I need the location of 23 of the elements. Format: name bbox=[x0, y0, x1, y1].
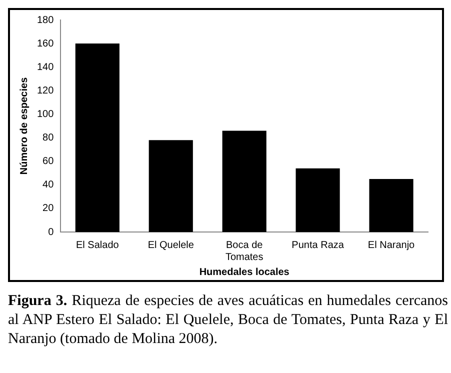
bar bbox=[369, 179, 414, 232]
y-tick-label: 40 bbox=[42, 180, 54, 191]
x-axis-title: Humedales locales bbox=[199, 266, 290, 278]
x-tick-label: Boca de Tomates bbox=[225, 240, 264, 263]
y-tick-label: 160 bbox=[36, 38, 54, 50]
x-tick-label: El Salado bbox=[76, 240, 120, 251]
y-axis-title: Número de especies bbox=[18, 76, 30, 175]
bar bbox=[75, 44, 120, 232]
y-tick-label: 180 bbox=[36, 14, 54, 26]
y-tick-label: 120 bbox=[36, 85, 54, 96]
y-tick-label: 80 bbox=[42, 132, 54, 144]
bar bbox=[296, 168, 340, 232]
y-tick-label: 60 bbox=[42, 156, 54, 168]
y-tick-label: 100 bbox=[36, 108, 54, 120]
bar bbox=[222, 130, 266, 232]
x-tick-label: El Naranjo bbox=[368, 240, 416, 251]
bar bbox=[148, 140, 193, 232]
y-tick-label: 140 bbox=[36, 62, 54, 73]
x-tick-label: Punta Raza bbox=[292, 240, 344, 251]
x-tick-label: El Quelele bbox=[148, 240, 194, 251]
y-tick-label: 20 bbox=[42, 203, 54, 214]
text: Figura 3. Riqueza de especies de aves acuáticas en humedales cercanos al ANP Estero El Salado: El Quelele, Boca de Tomates, Punta Raza y El Naranjo (tomado de Molina 2008). bbox=[8, 292, 448, 349]
y-tick-label: 0 bbox=[48, 226, 54, 238]
